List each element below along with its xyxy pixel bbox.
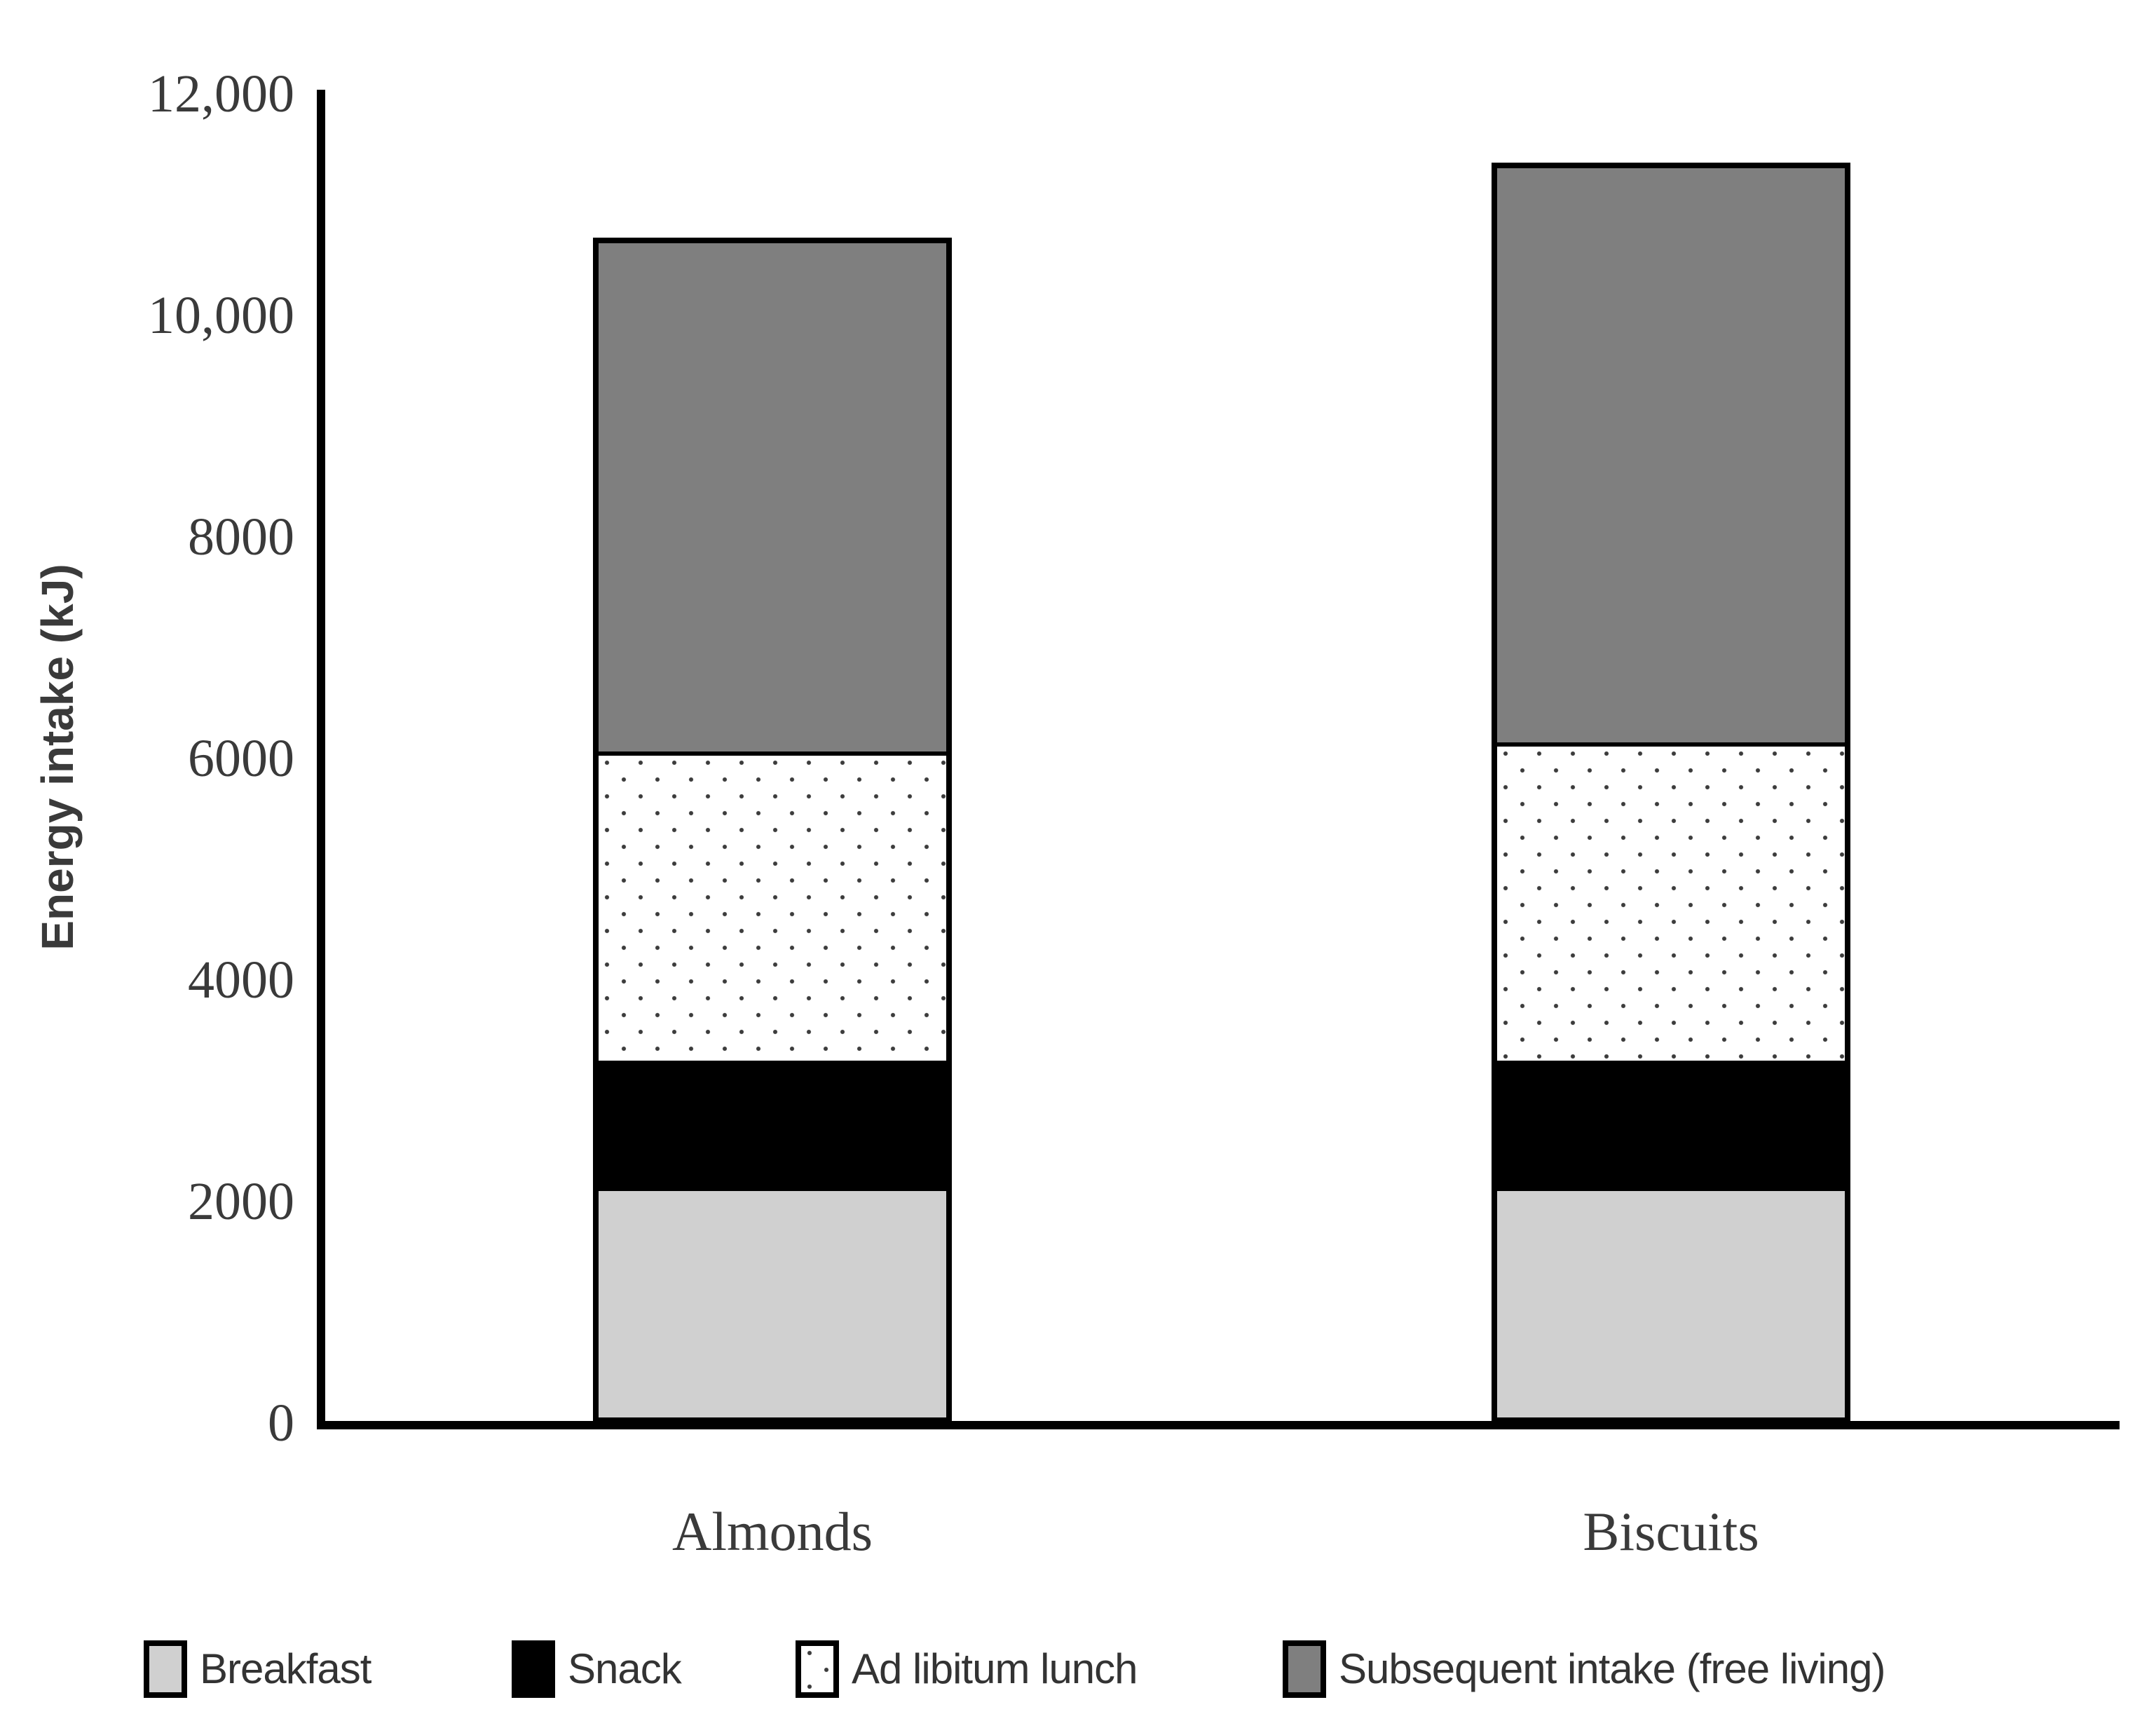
bar-almonds-segment-ad-libitum-lunch bbox=[599, 751, 946, 1061]
bar-biscuits-segment-subsequent-intake-free-living bbox=[1497, 168, 1845, 742]
y-tick-label-8000: 8000 bbox=[188, 508, 294, 566]
bar-biscuits-segment-breakfast bbox=[1497, 1187, 1845, 1417]
bar-biscuits bbox=[1492, 162, 1850, 1423]
y-tick-label-12000: 12,000 bbox=[148, 64, 294, 123]
legend-swatch-snack bbox=[512, 1640, 555, 1698]
y-tick-label-2000: 2000 bbox=[188, 1172, 294, 1231]
category-label-biscuits: Biscuits bbox=[1583, 1501, 1759, 1562]
y-tick-label-10000: 10,000 bbox=[148, 286, 294, 345]
bar-almonds-segment-snack bbox=[599, 1061, 946, 1188]
bar-biscuits-segment-ad-libitum-lunch bbox=[1497, 742, 1845, 1061]
legend-label-breakfast: Breakfast bbox=[200, 1645, 371, 1692]
legend-item-breakfast: Breakfast bbox=[144, 1640, 371, 1698]
bar-biscuits-segment-snack bbox=[1497, 1061, 1845, 1188]
legend-item-ad-libitum-lunch: Ad libitum lunch bbox=[796, 1640, 1138, 1698]
legend-label-snack: Snack bbox=[568, 1645, 682, 1692]
bar-almonds-segment-breakfast bbox=[599, 1187, 946, 1417]
bar-almonds-segment-subsequent-intake-free-living bbox=[599, 243, 946, 751]
category-label-almonds: Almonds bbox=[671, 1501, 873, 1562]
y-tick-label-4000: 4000 bbox=[188, 951, 294, 1009]
x-axis-line bbox=[317, 1421, 2120, 1429]
legend-swatch-subsequent-intake-free-living bbox=[1283, 1640, 1326, 1698]
y-axis-line bbox=[317, 90, 325, 1429]
legend-swatch-ad-libitum-lunch bbox=[796, 1640, 839, 1698]
legend-swatch-breakfast bbox=[144, 1640, 187, 1698]
bar-almonds bbox=[593, 238, 952, 1423]
legend-item-snack: Snack bbox=[512, 1640, 682, 1698]
legend-item-subsequent-intake-free-living: Subsequent intake (free living) bbox=[1283, 1640, 1885, 1698]
y-tick-label-0: 0 bbox=[268, 1394, 294, 1453]
y-tick-label-6000: 6000 bbox=[188, 729, 294, 788]
legend-label-subsequent-intake-free-living: Subsequent intake (free living) bbox=[1339, 1645, 1885, 1692]
legend-label-ad-libitum-lunch: Ad libitum lunch bbox=[852, 1645, 1138, 1692]
